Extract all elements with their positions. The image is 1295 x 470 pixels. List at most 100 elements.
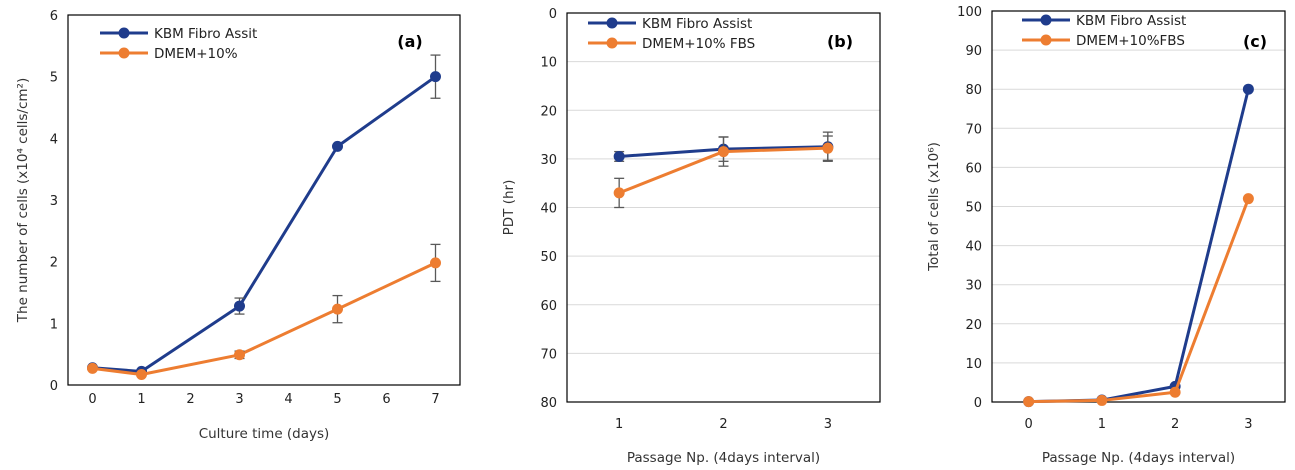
legend-entry: DMEM+10% [100, 46, 238, 62]
x-tick-label: 3 [235, 392, 243, 407]
y-tick-label: 10 [540, 56, 557, 71]
y-tick-label: 70 [540, 347, 557, 362]
data-point [234, 349, 245, 361]
y-tick-label: 3 [50, 194, 58, 209]
y-tick-label: 50 [540, 250, 557, 265]
y-tick-label: 40 [965, 240, 982, 255]
legend-label: DMEM+10% [154, 46, 238, 62]
series-dmem [87, 243, 441, 381]
legend-label: DMEM+10% FBS [642, 36, 755, 52]
data-point [613, 187, 625, 199]
legend-label: KBM Fibro Assist [642, 16, 752, 32]
y-tick-label: 40 [540, 202, 557, 217]
y-tick-label: 2 [50, 256, 58, 271]
x-tick-label: 0 [1024, 417, 1032, 432]
x-axis-label: Passage Np. (4days interval) [1042, 450, 1235, 466]
y-axis-label: Total of cells (x10⁶) [926, 142, 942, 272]
y-tick-label: 60 [540, 299, 557, 314]
y-tick-label: 0 [50, 379, 58, 394]
y-tick-label: 10 [965, 357, 982, 372]
x-axis-label: Culture time (days) [199, 426, 330, 442]
x-tick-label: 3 [824, 417, 832, 432]
data-point [1242, 193, 1254, 205]
plot-frame [991, 10, 1286, 403]
x-tick-label: 5 [333, 392, 341, 407]
legend-marker [606, 37, 618, 49]
legend-marker [118, 27, 130, 39]
chart-panel-b: 0 10 20 30 40 50 60 70 80 1 2 3 Passage Np. (4days i… [501, 7, 881, 466]
y-tick-label: 60 [965, 161, 982, 176]
series-kbm [87, 54, 441, 377]
y-tick-label: 5 [50, 71, 58, 86]
y-tick-label: 20 [965, 318, 982, 333]
x-tick-label: 1 [137, 392, 145, 407]
x-tick-label: 1 [1098, 417, 1106, 432]
legend-entry: KBM Fibro Assit [100, 26, 257, 42]
series-line [1028, 198, 1250, 404]
legend-entry: KBM Fibro Assist [588, 16, 752, 32]
legend-label: KBM Fibro Assist [1076, 13, 1186, 29]
panel-label: (b) [827, 32, 853, 51]
data-point [332, 140, 343, 152]
panel-label: (c) [1243, 32, 1267, 51]
y-tick-label: 0 [549, 7, 557, 22]
series-line [92, 75, 437, 373]
x-tick-label: 2 [186, 392, 194, 407]
data-point [87, 362, 98, 374]
legend-marker [1040, 14, 1052, 26]
x-tick-label: 1 [615, 417, 623, 432]
y-tick-label: 90 [965, 44, 982, 59]
legend-marker [606, 17, 618, 29]
data-point [430, 257, 441, 269]
y-tick-label: 20 [540, 104, 557, 119]
data-point [1023, 396, 1035, 408]
data-point [430, 71, 441, 83]
data-point [613, 150, 625, 162]
x-tick-label: 7 [431, 392, 439, 407]
legend-marker [1040, 34, 1052, 46]
data-point [1169, 386, 1181, 398]
series-line [92, 261, 437, 377]
panel-label: (a) [397, 32, 422, 51]
data-point [1242, 83, 1254, 95]
y-tick-label: 70 [965, 122, 982, 137]
x-tick-label: 2 [1171, 417, 1179, 432]
y-tick-label: 100 [957, 5, 982, 20]
y-tick-label: 1 [50, 317, 58, 332]
data-point [822, 142, 834, 154]
y-axis-label: The number of cells (x10⁴ cells/cm²) [15, 78, 31, 323]
legend-marker [118, 47, 130, 59]
x-tick-label: 2 [719, 417, 727, 432]
y-tick-label: 4 [50, 132, 58, 147]
y-tick-label: 6 [50, 9, 58, 24]
data-point [234, 300, 245, 312]
legend-entry: DMEM+10% FBS [588, 36, 755, 52]
plot-frame [67, 14, 461, 386]
data-point [332, 303, 343, 315]
x-tick-label: 4 [284, 392, 292, 407]
legend-label: DMEM+10%FBS [1076, 33, 1185, 49]
legend-entry: KBM Fibro Assist [1022, 13, 1186, 29]
data-point [718, 146, 729, 158]
y-tick-label: 80 [540, 396, 557, 411]
y-tick-label: 80 [965, 83, 982, 98]
x-tick-label: 3 [1244, 417, 1252, 432]
y-tick-label: 0 [974, 396, 982, 411]
series-dmem [1023, 193, 1254, 408]
plot-frame [566, 12, 881, 403]
series-dmem [613, 135, 834, 209]
legend-entry: DMEM+10%FBS [1022, 33, 1185, 49]
y-tick-label: 30 [965, 279, 982, 294]
chart-panel-c: 0 10 20 30 40 50 60 70 80 90 100 0 1 2 3 Passage Np. (4… [926, 5, 1286, 466]
y-tick-label: 30 [540, 153, 557, 168]
x-tick-label: 6 [382, 392, 390, 407]
chart-panel-a: 0 1 2 3 4 5 6 0 1 2 3 4 5 6 7 Culture time (days) The nu… [15, 9, 461, 442]
y-tick-label: 50 [965, 201, 982, 216]
x-axis-label: Passage Np. (4days interval) [627, 450, 820, 466]
x-tick-label: 0 [88, 392, 96, 407]
y-axis-label: PDT (hr) [501, 180, 517, 236]
data-point [136, 369, 147, 381]
data-point [1096, 394, 1108, 406]
legend-label: KBM Fibro Assit [154, 26, 257, 42]
